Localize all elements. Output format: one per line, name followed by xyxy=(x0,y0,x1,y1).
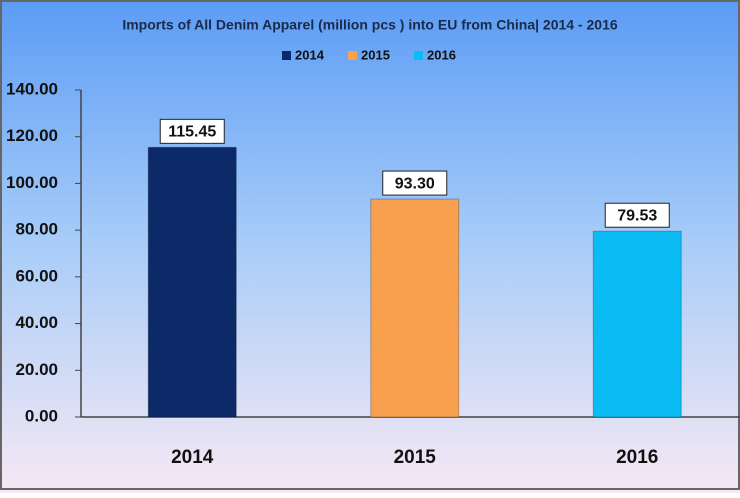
value-label: 93.30 xyxy=(395,175,435,192)
value-label: 115.45 xyxy=(168,124,216,141)
x-tick-label: 2015 xyxy=(394,447,437,468)
y-tick-label: 120.00 xyxy=(6,126,58,145)
legend-swatch xyxy=(414,51,423,60)
y-tick-label: 0.00 xyxy=(25,406,58,425)
x-tick-label: 2016 xyxy=(616,447,658,468)
y-tick-label: 60.00 xyxy=(15,266,58,285)
y-tick-label: 20.00 xyxy=(15,360,58,379)
y-tick-label: 140.00 xyxy=(6,79,58,98)
legend-swatch xyxy=(282,51,291,60)
value-label-box xyxy=(604,202,670,228)
y-tick-label: 40.00 xyxy=(15,313,58,332)
value-label-box xyxy=(159,118,225,144)
value-label: 79.53 xyxy=(617,207,657,224)
value-label-box xyxy=(382,170,448,196)
legend-label: 2016 xyxy=(427,47,456,62)
legend-label: 2015 xyxy=(361,47,390,62)
x-tick-label: 2014 xyxy=(171,447,214,468)
bar xyxy=(592,230,682,418)
legend-swatch xyxy=(348,51,357,60)
bar xyxy=(370,198,460,418)
legend-label: 2014 xyxy=(295,47,325,62)
chart-title: Imports of All Denim Apparel (million pc… xyxy=(122,17,618,33)
y-tick-label: 80.00 xyxy=(15,220,58,239)
bar xyxy=(147,146,237,418)
y-tick-label: 100.00 xyxy=(6,173,58,192)
